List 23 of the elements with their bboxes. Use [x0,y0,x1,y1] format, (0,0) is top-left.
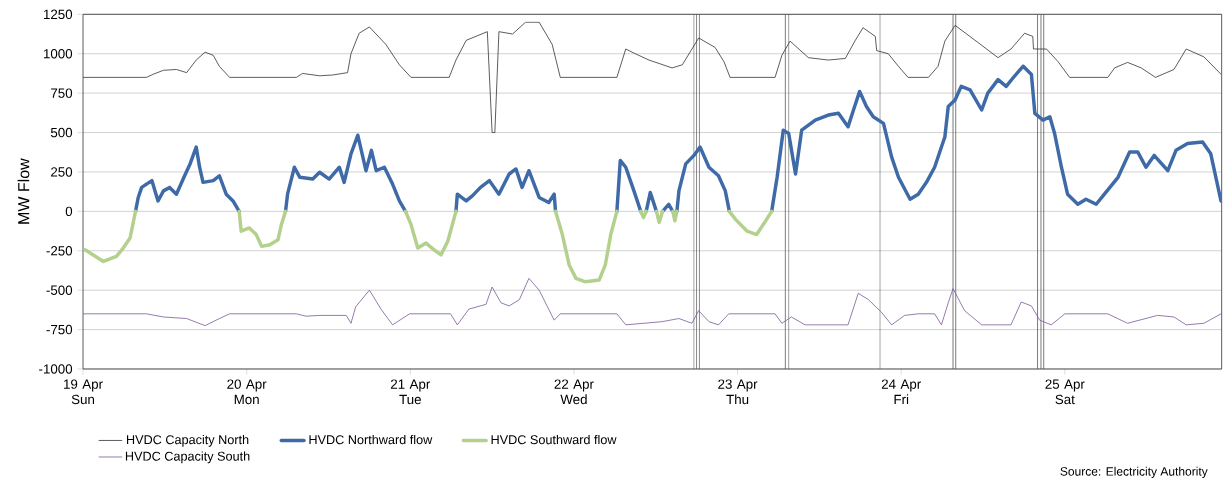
x-tick-label: 21 Apr Tue [390,379,431,405]
x-tick-label: 25 Apr Sat [1045,379,1085,405]
y-tick-label: 500 [50,127,73,138]
y-tick-label: 750 [51,88,73,98]
source-note: Source: Electricity Authority [1060,466,1208,479]
x-tick-label: 20 Apr Mon [227,379,267,405]
legend-label: HVDC Capacity South [125,451,250,464]
legend-label: HVDC Southward flow [491,434,617,445]
y-axis-title: MW Flow [17,158,30,224]
y-tick-label: -250 [46,246,73,256]
y-tick-label: 250 [51,167,73,177]
y-tick-label: -1000 [39,364,73,374]
legend-label: HVDC Northward flow [309,434,433,445]
x-tick-label: 23 Apr Thu [718,379,758,405]
legend-label: HVDC Capacity North [127,434,249,447]
y-tick-label: -500 [46,285,73,295]
x-tick-label: 19 Apr Sun [64,379,103,405]
y-tick-label: -750 [46,324,73,335]
x-tick-label: 22 Apr Wed [554,379,594,405]
y-tick-label: 1250 [43,9,73,20]
y-tick-label: 1000 [43,49,73,59]
x-tick-label: 24 Apr Fri [881,379,921,405]
y-tick-label: 0 [65,206,73,217]
